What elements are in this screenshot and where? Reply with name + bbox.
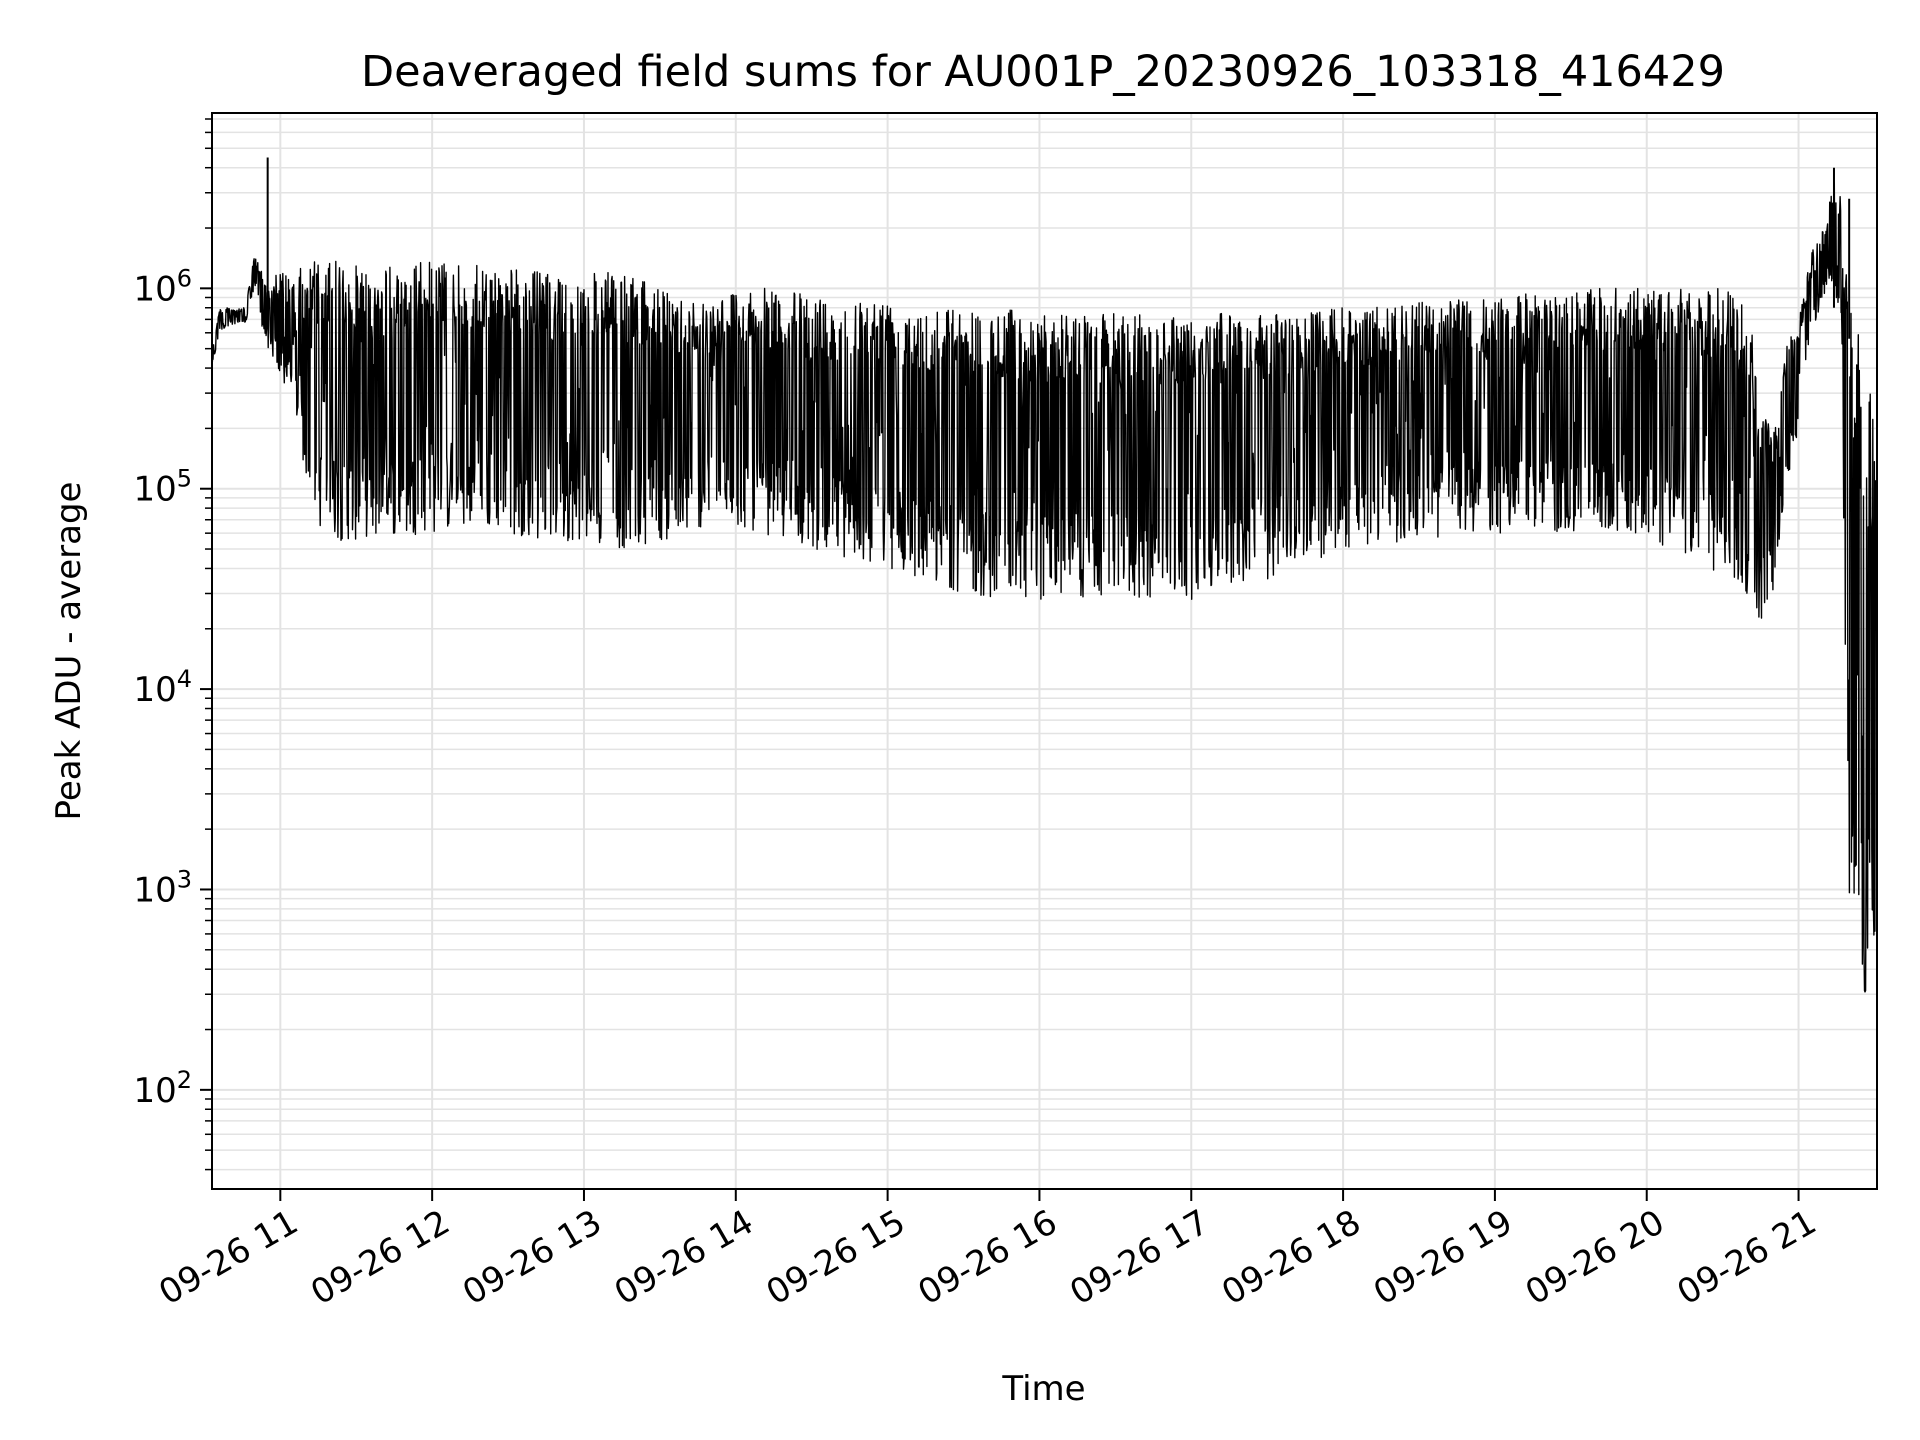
y-axis-label: Peak ADU - average <box>49 482 89 821</box>
series-line-peak-adu <box>211 181 1878 993</box>
plot-frame <box>211 112 1878 1190</box>
series-layer <box>211 157 1878 993</box>
x-axis-label: Time <box>1001 1369 1085 1409</box>
y-tick-label: 106 <box>133 264 192 309</box>
y-tick-label: 104 <box>133 665 192 710</box>
chart-title: Deaveraged field sums for AU001P_2023092… <box>361 47 1725 97</box>
